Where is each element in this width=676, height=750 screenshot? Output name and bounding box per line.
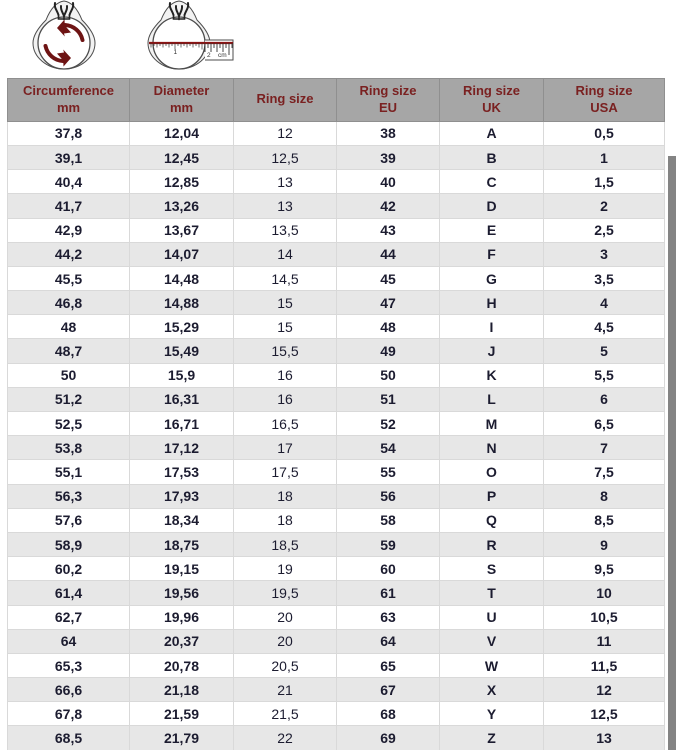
svg-text:1: 1 <box>174 49 178 56</box>
svg-text:cm: cm <box>218 52 227 59</box>
svg-text:2: 2 <box>207 52 211 59</box>
